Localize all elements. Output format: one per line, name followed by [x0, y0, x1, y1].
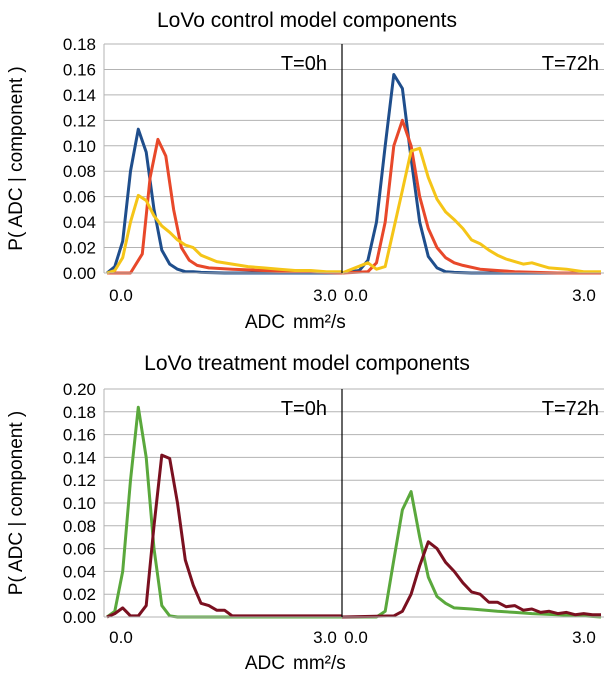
- y-tick-label: 0.06: [63, 540, 96, 559]
- panel-label: T=72h: [542, 53, 599, 75]
- x-tick-label: 3.0: [313, 628, 337, 647]
- y-tick-label: 0.04: [63, 213, 96, 232]
- y-tick-label: 0.08: [63, 517, 96, 536]
- x-tick-label: 0.0: [109, 628, 133, 647]
- y-tick-label: 0.16: [63, 60, 96, 79]
- x-tick-label: 0.0: [344, 286, 368, 305]
- x-tick-label: 0.0: [109, 286, 133, 305]
- y-tick-label: 0.14: [63, 86, 96, 105]
- y-tick-label: 0.00: [63, 608, 96, 627]
- y-tick-label: 0.08: [63, 162, 96, 181]
- y-tick-label: 0.04: [63, 562, 96, 581]
- chart-title: LoVo treatment model components: [144, 352, 470, 375]
- chart-1: LoVo treatment model components 0.00 0.02 0…: [6, 352, 604, 674]
- y-tick-label: 0.12: [63, 111, 96, 130]
- series-line: [106, 405, 342, 619]
- y-tick-label: 0.06: [63, 188, 96, 207]
- panel-label: T=0h: [281, 53, 327, 75]
- y-axis-label: P( ADC | component ): [6, 411, 27, 595]
- y-tick-label: 0.10: [63, 137, 96, 156]
- series-line: [341, 146, 601, 275]
- y-tick-label: 0.14: [63, 448, 96, 467]
- panel-label: T=0h: [281, 398, 327, 420]
- series-line: [341, 540, 601, 619]
- y-tick-label: 0.00: [63, 264, 96, 283]
- y-axis-label: P( ADC | component ): [6, 66, 27, 250]
- panel-label: T=72h: [542, 398, 599, 420]
- x-tick-label: 3.0: [572, 628, 596, 647]
- y-tick-label: 0.02: [63, 585, 96, 604]
- y-tick-label: 0.16: [63, 426, 96, 445]
- x-axis-unit: mm²/s: [293, 312, 346, 333]
- y-tick-label: 0.18: [63, 35, 96, 54]
- y-tick-label: 0.20: [63, 380, 96, 399]
- series-line: [106, 453, 342, 619]
- y-tick-label: 0.10: [63, 494, 96, 513]
- y-tick-label: 0.02: [63, 239, 96, 258]
- x-tick-label: 3.0: [313, 286, 337, 305]
- x-tick-label: 3.0: [572, 286, 596, 305]
- series-line: [106, 193, 342, 275]
- y-tick-label: 0.12: [63, 471, 96, 490]
- chart-title: LoVo control model components: [157, 9, 457, 32]
- x-axis-label: ADC: [245, 653, 285, 674]
- series-line: [342, 490, 602, 619]
- x-axis-label: ADC: [245, 312, 285, 333]
- x-axis-unit: mm²/s: [293, 653, 346, 674]
- chart-0: LoVo control model components 0.00 0.02 0.0…: [6, 9, 604, 333]
- series-line: [107, 137, 343, 275]
- y-tick-label: 0.18: [63, 403, 96, 422]
- x-tick-label: 0.0: [344, 628, 368, 647]
- series-line: [341, 118, 601, 275]
